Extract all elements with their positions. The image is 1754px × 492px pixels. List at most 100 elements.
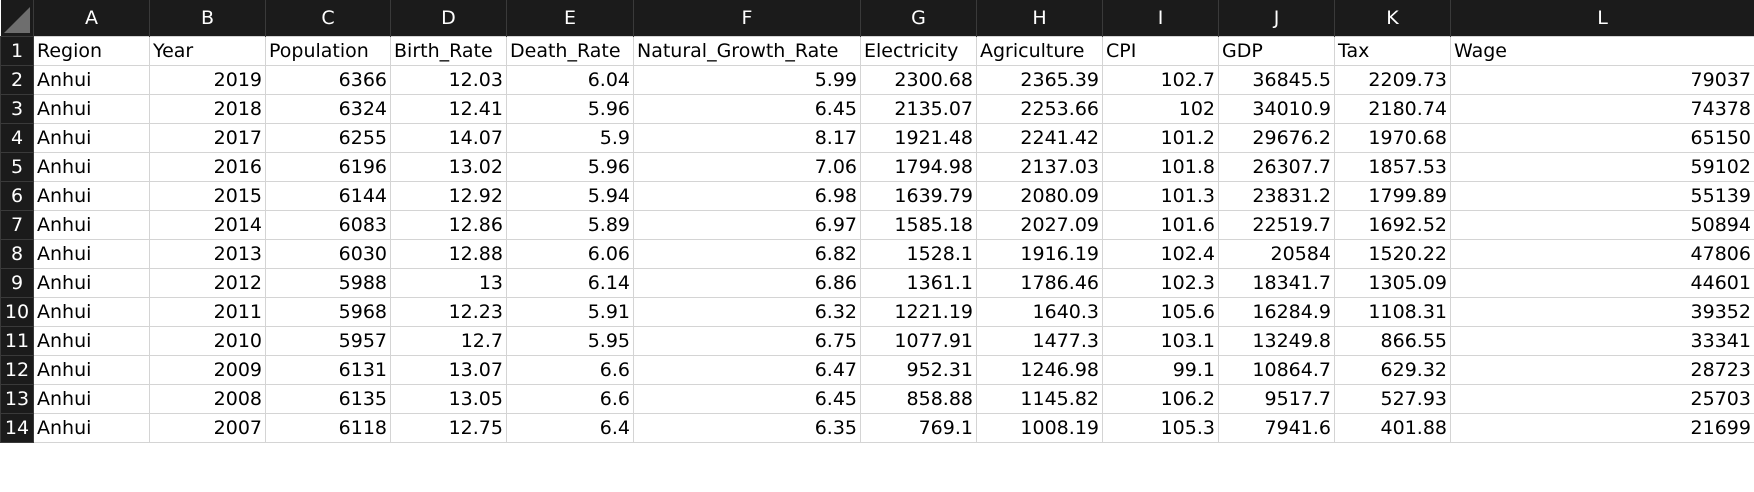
cell-death-rate[interactable]: 5.9 (506, 123, 634, 153)
cell-header-year[interactable]: Year (149, 36, 266, 66)
cell-gdp[interactable]: 13249.8 (1218, 326, 1335, 356)
cell-header-death-rate[interactable]: Death_Rate (506, 36, 634, 66)
row-header[interactable]: 4 (0, 123, 34, 153)
cell-population[interactable]: 6131 (265, 355, 391, 385)
cell-cpi[interactable]: 101.6 (1102, 210, 1219, 240)
cell-region[interactable]: Anhui (33, 65, 150, 95)
cell-wage[interactable]: 28723 (1450, 355, 1754, 385)
cell-wage[interactable]: 79037 (1450, 65, 1754, 95)
cell-gdp[interactable]: 22519.7 (1218, 210, 1335, 240)
cell-population[interactable]: 6144 (265, 181, 391, 211)
cell-natural-growth-rate[interactable]: 6.32 (633, 297, 861, 327)
cell-natural-growth-rate[interactable]: 7.06 (633, 152, 861, 182)
cell-death-rate[interactable]: 6.04 (506, 65, 634, 95)
cell-cpi[interactable]: 101.3 (1102, 181, 1219, 211)
cell-region[interactable]: Anhui (33, 239, 150, 269)
cell-wage[interactable]: 44601 (1450, 268, 1754, 298)
cell-death-rate[interactable]: 5.89 (506, 210, 634, 240)
cell-agriculture[interactable]: 2027.09 (976, 210, 1103, 240)
cell-region[interactable]: Anhui (33, 268, 150, 298)
cell-electricity[interactable]: 1361.1 (860, 268, 977, 298)
cell-population[interactable]: 5957 (265, 326, 391, 356)
cell-death-rate[interactable]: 6.6 (506, 384, 634, 414)
cell-region[interactable]: Anhui (33, 181, 150, 211)
cell-agriculture[interactable]: 1008.19 (976, 413, 1103, 443)
cell-electricity[interactable]: 1528.1 (860, 239, 977, 269)
cell-birth-rate[interactable]: 12.41 (390, 94, 507, 124)
cell-header-electricity[interactable]: Electricity (860, 36, 977, 66)
cell-wage[interactable]: 65150 (1450, 123, 1754, 153)
cell-population[interactable]: 5968 (265, 297, 391, 327)
cell-birth-rate[interactable]: 12.92 (390, 181, 507, 211)
cell-region[interactable]: Anhui (33, 210, 150, 240)
cell-region[interactable]: Anhui (33, 152, 150, 182)
cell-tax[interactable]: 401.88 (1334, 413, 1451, 443)
row-header[interactable]: 13 (0, 384, 34, 414)
cell-agriculture[interactable]: 2241.42 (976, 123, 1103, 153)
cell-population[interactable]: 6118 (265, 413, 391, 443)
cell-cpi[interactable]: 102.7 (1102, 65, 1219, 95)
cell-year[interactable]: 2017 (149, 123, 266, 153)
cell-region[interactable]: Anhui (33, 123, 150, 153)
row-header[interactable]: 14 (0, 413, 34, 443)
row-header[interactable]: 9 (0, 268, 34, 298)
cell-cpi[interactable]: 99.1 (1102, 355, 1219, 385)
cell-region[interactable]: Anhui (33, 297, 150, 327)
cell-header-cpi[interactable]: CPI (1102, 36, 1219, 66)
cell-year[interactable]: 2019 (149, 65, 266, 95)
cell-agriculture[interactable]: 1477.3 (976, 326, 1103, 356)
cell-birth-rate[interactable]: 13.07 (390, 355, 507, 385)
cell-death-rate[interactable]: 6.06 (506, 239, 634, 269)
cell-cpi[interactable]: 106.2 (1102, 384, 1219, 414)
cell-year[interactable]: 2014 (149, 210, 266, 240)
cell-gdp[interactable]: 23831.2 (1218, 181, 1335, 211)
cell-region[interactable]: Anhui (33, 355, 150, 385)
row-header[interactable]: 2 (0, 65, 34, 95)
column-header-d[interactable]: D (390, 0, 507, 37)
cell-tax[interactable]: 629.32 (1334, 355, 1451, 385)
cell-gdp[interactable]: 20584 (1218, 239, 1335, 269)
cell-wage[interactable]: 55139 (1450, 181, 1754, 211)
cell-header-gdp[interactable]: GDP (1218, 36, 1335, 66)
cell-death-rate[interactable]: 5.91 (506, 297, 634, 327)
cell-wage[interactable]: 33341 (1450, 326, 1754, 356)
cell-gdp[interactable]: 29676.2 (1218, 123, 1335, 153)
cell-cpi[interactable]: 103.1 (1102, 326, 1219, 356)
cell-natural-growth-rate[interactable]: 6.97 (633, 210, 861, 240)
cell-cpi[interactable]: 101.8 (1102, 152, 1219, 182)
column-header-e[interactable]: E (506, 0, 634, 37)
cell-year[interactable]: 2018 (149, 94, 266, 124)
cell-death-rate[interactable]: 6.4 (506, 413, 634, 443)
cell-year[interactable]: 2016 (149, 152, 266, 182)
cell-region[interactable]: Anhui (33, 413, 150, 443)
column-header-j[interactable]: J (1218, 0, 1335, 37)
cell-region[interactable]: Anhui (33, 94, 150, 124)
cell-birth-rate[interactable]: 12.86 (390, 210, 507, 240)
cell-natural-growth-rate[interactable]: 8.17 (633, 123, 861, 153)
column-header-g[interactable]: G (860, 0, 977, 37)
cell-cpi[interactable]: 102.4 (1102, 239, 1219, 269)
cell-natural-growth-rate[interactable]: 5.99 (633, 65, 861, 95)
cell-cpi[interactable]: 102.3 (1102, 268, 1219, 298)
cell-year[interactable]: 2009 (149, 355, 266, 385)
cell-tax[interactable]: 1692.52 (1334, 210, 1451, 240)
row-header[interactable]: 6 (0, 181, 34, 211)
cell-tax[interactable]: 527.93 (1334, 384, 1451, 414)
cell-natural-growth-rate[interactable]: 6.35 (633, 413, 861, 443)
cell-cpi[interactable]: 101.2 (1102, 123, 1219, 153)
column-header-c[interactable]: C (265, 0, 391, 37)
cell-gdp[interactable]: 16284.9 (1218, 297, 1335, 327)
cell-death-rate[interactable]: 5.96 (506, 152, 634, 182)
cell-electricity[interactable]: 1221.19 (860, 297, 977, 327)
cell-gdp[interactable]: 26307.7 (1218, 152, 1335, 182)
column-header-b[interactable]: B (149, 0, 266, 37)
cell-gdp[interactable]: 7941.6 (1218, 413, 1335, 443)
cell-wage[interactable]: 50894 (1450, 210, 1754, 240)
cell-population[interactable]: 6324 (265, 94, 391, 124)
column-header-i[interactable]: I (1102, 0, 1219, 37)
cell-wage[interactable]: 59102 (1450, 152, 1754, 182)
cell-gdp[interactable]: 34010.9 (1218, 94, 1335, 124)
cell-birth-rate[interactable]: 13.05 (390, 384, 507, 414)
cell-birth-rate[interactable]: 12.03 (390, 65, 507, 95)
cell-population[interactable]: 6366 (265, 65, 391, 95)
